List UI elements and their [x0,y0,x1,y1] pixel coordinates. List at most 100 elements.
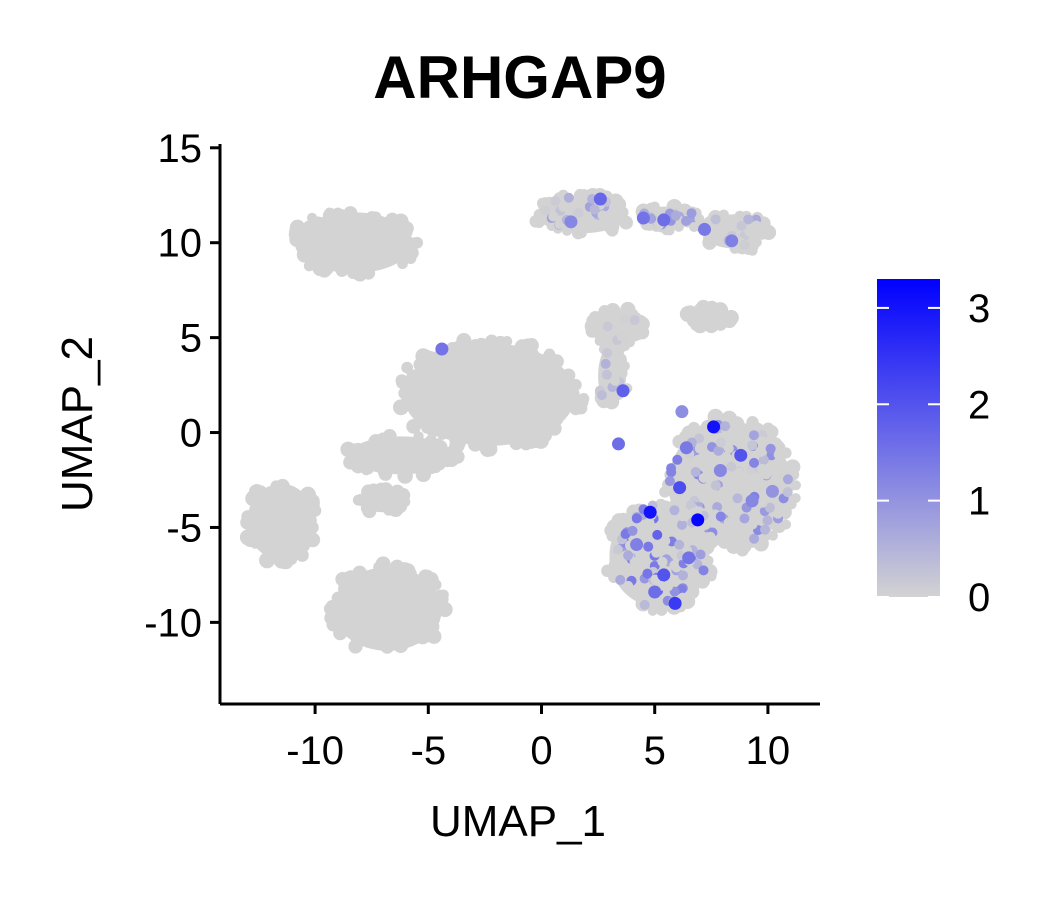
cell-point [324,207,335,218]
cell-point [302,220,318,236]
y-axis-title: UMAP_2 [53,336,102,512]
cell-point [790,493,801,504]
cell-point [571,198,582,209]
cluster-layer [239,187,801,654]
cell-point [397,258,408,270]
cell-point [345,455,360,469]
cell-point [677,511,688,522]
cell-point [676,519,687,530]
cell-point [378,482,394,498]
plot-area [239,187,801,654]
cell-point [443,351,455,363]
cell-point [303,260,315,272]
cell-point [680,460,691,471]
cell-point [666,467,677,478]
cell-point [397,468,413,484]
cell-point [744,226,755,237]
cluster-body [294,212,413,274]
cell-point [401,396,412,407]
cell-point [304,514,317,527]
cell-point [712,302,729,319]
expression-point [713,464,727,478]
cell-point [418,353,430,365]
cell-point [759,524,770,535]
cell-point [558,201,569,212]
cluster-c-upper-mid-arm [594,340,633,410]
cell-point [335,264,349,277]
cell-point [749,508,760,519]
cell-point [264,546,275,557]
cell-point [562,225,573,236]
cell-point [757,497,768,508]
cell-point [741,472,752,483]
cell-point [624,337,635,348]
cell-point [398,568,409,580]
cell-point [669,505,680,516]
colorbar-tick-label: 3 [968,287,990,331]
cell-point [532,432,549,449]
cell-point [634,581,645,592]
cell-point [555,376,567,388]
cell-point [728,427,739,438]
expression-point [657,568,671,582]
cell-point [578,189,590,200]
cell-point [734,467,745,478]
cell-point [343,206,358,221]
cell-point [718,209,729,220]
cell-point [623,580,634,591]
y-tick-label: -5 [166,506,202,550]
cell-point [390,484,405,500]
cell-point [407,237,419,249]
expression-point [675,405,689,419]
colorbar-legend: 0 1 2 3 [877,279,990,620]
cell-point [396,636,409,650]
cell-point [467,436,483,452]
cell-point [305,496,320,511]
expression-point [648,585,662,599]
cell-point [617,512,630,526]
cell-point [426,612,441,627]
cell-point [615,574,626,585]
colorbar-tick-label: 0 [968,576,990,620]
colorbar-tick-label: 2 [968,383,990,427]
cell-point [616,331,627,342]
cell-point [732,493,743,504]
cluster-c-left [239,478,322,570]
cell-point [688,222,699,233]
y-tick-layer: 15 10 5 0 -5 -10 [144,127,220,645]
cell-point [474,337,489,352]
y-tick-label: 0 [180,412,202,456]
cell-point [690,466,701,477]
cell-point [703,555,714,566]
cell-point [790,480,801,491]
cell-point [782,487,793,498]
cell-point [419,581,434,596]
cell-point [743,214,754,225]
cell-point [412,404,428,420]
x-axis: -10 -5 0 5 10 [220,702,820,773]
cell-point [307,212,318,223]
cell-point [674,539,685,550]
cell-point [426,423,441,438]
cell-point [422,570,434,582]
cell-point [747,440,758,451]
cell-point [739,513,750,524]
cell-point [519,438,532,451]
cell-point [687,421,700,434]
cell-point [737,539,752,553]
cell-point [574,394,589,409]
cell-point [575,227,587,239]
cell-point [655,506,666,517]
cluster-c-bottom [323,556,453,654]
point-layer [435,192,779,610]
cell-point [726,461,737,472]
cell-point [677,570,688,581]
cell-point [493,335,508,350]
cell-point [710,480,721,491]
expression-point [630,538,644,552]
cell-point [672,454,683,465]
cell-point [340,441,356,458]
cell-point [602,321,613,332]
x-tick-label: 0 [530,729,552,773]
cell-point [451,432,463,443]
